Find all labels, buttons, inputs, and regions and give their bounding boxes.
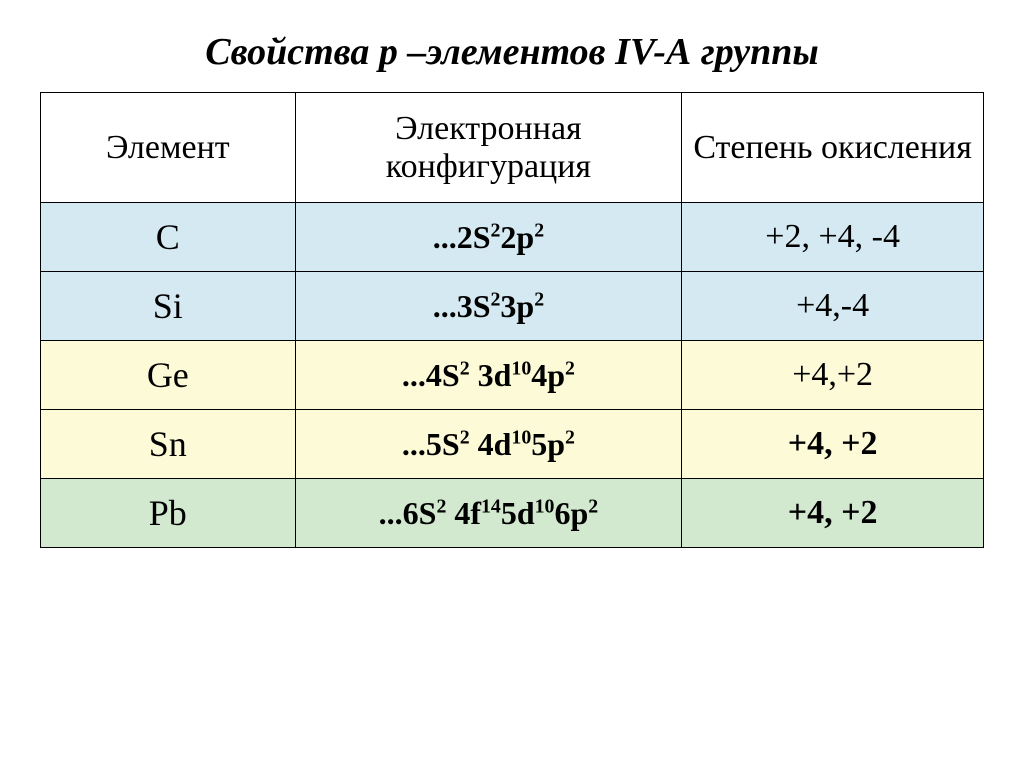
oxidation-cell: +4,+2: [682, 341, 984, 410]
table-row: Pb...6S2 4f145d106p2+4, +2: [41, 479, 984, 548]
config-cell: ...5S2 4d105p2: [295, 410, 682, 479]
table-row: C...2S22p2+2, +4, -4: [41, 203, 984, 272]
table-row: Si...3S23p2+4,-4: [41, 272, 984, 341]
table-row: Ge...4S2 3d104p2+4,+2: [41, 341, 984, 410]
table-row: Sn...5S2 4d105p2+4, +2: [41, 410, 984, 479]
col-header-config: Электронная конфигурация: [295, 93, 682, 203]
oxidation-cell: +4, +2: [682, 410, 984, 479]
element-cell: Sn: [41, 410, 296, 479]
elements-table: Элемент Электронная конфигурация Степень…: [40, 92, 984, 548]
element-cell: C: [41, 203, 296, 272]
config-cell: ...6S2 4f145d106p2: [295, 479, 682, 548]
config-cell: ...4S2 3d104p2: [295, 341, 682, 410]
table-header-row: Элемент Электронная конфигурация Степень…: [41, 93, 984, 203]
element-cell: Pb: [41, 479, 296, 548]
oxidation-cell: +2, +4, -4: [682, 203, 984, 272]
config-cell: ...2S22p2: [295, 203, 682, 272]
element-cell: Si: [41, 272, 296, 341]
col-header-oxidation: Степень окисления: [682, 93, 984, 203]
oxidation-cell: +4, +2: [682, 479, 984, 548]
oxidation-cell: +4,-4: [682, 272, 984, 341]
config-cell: ...3S23p2: [295, 272, 682, 341]
col-header-element: Элемент: [41, 93, 296, 203]
page-title: Свойства р –элементов IV-А группы: [40, 30, 984, 74]
element-cell: Ge: [41, 341, 296, 410]
